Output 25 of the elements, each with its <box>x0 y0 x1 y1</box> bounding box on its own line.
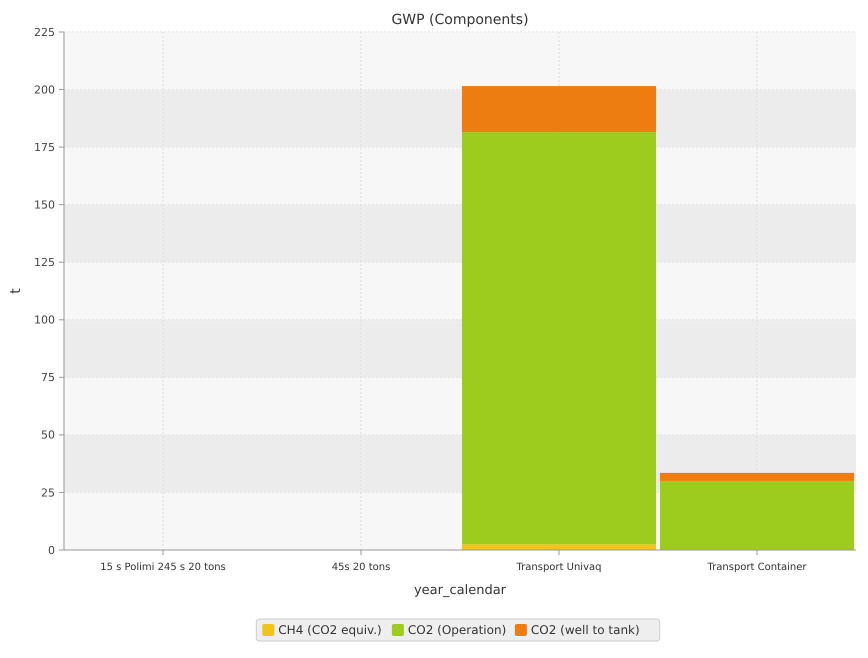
bar <box>660 480 854 550</box>
x-tick-label: 45s 20 tons <box>332 562 390 573</box>
chart-title: GWP (Components) <box>391 12 529 28</box>
x-axis-title: year_calendar <box>414 583 507 598</box>
y-axis-title: t <box>8 288 24 294</box>
y-tick-label: 75 <box>41 371 55 384</box>
bar <box>462 544 656 550</box>
y-tick-label: 100 <box>34 314 55 327</box>
x-tick-label: Transport Container <box>706 562 808 573</box>
bar <box>462 86 656 132</box>
bar <box>462 132 656 544</box>
y-tick-label: 0 <box>48 544 55 557</box>
y-tick-label: 125 <box>34 256 55 270</box>
x-tick-label: Transport Univaq <box>516 562 602 573</box>
y-tick-label: 150 <box>34 198 55 212</box>
y-tick-label: 50 <box>41 428 55 442</box>
legend-label: CO2 (Operation) <box>408 623 506 638</box>
y-tick-label: 25 <box>41 486 55 500</box>
y-tick-label: 200 <box>34 83 55 96</box>
legend-label: CO2 (well to tank) <box>530 623 640 638</box>
bar <box>660 472 854 481</box>
legend-label: CH4 (CO2 equiv.) <box>278 623 382 638</box>
y-tick-label: 225 <box>34 26 55 39</box>
x-tick-label: 15 s Polimi 245 s 20 tons <box>100 562 226 573</box>
y-tick-label: 175 <box>34 140 55 154</box>
